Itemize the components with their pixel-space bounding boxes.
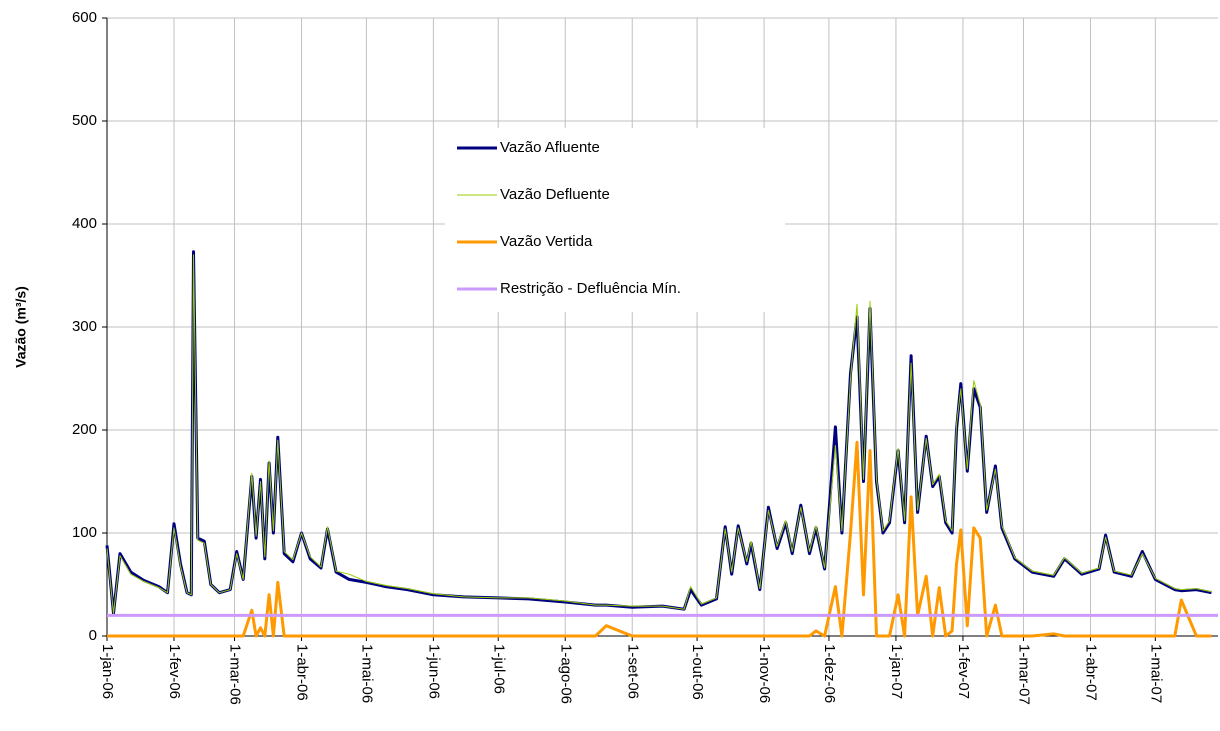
legend-label: Vazão Afluente [500,139,600,156]
y-tick-label: 600 [72,9,97,26]
series-line [106,254,1212,614]
x-tick-label: 1-jul-06 [490,644,507,694]
legend-label: Vazão Defluente [500,186,610,203]
x-tick-label: 1-mar-06 [227,644,244,705]
y-tick-label: 300 [72,318,97,335]
x-tick-label: 1-fev-06 [166,644,183,699]
x-tick-label: 1-jan-07 [888,644,905,699]
y-tick-label: 200 [72,421,97,438]
legend-label: Vazão Vertida [500,233,593,250]
y-axis-label: Vazão (m³/s) [13,286,29,368]
x-tick-label: 1-ago-06 [557,644,574,704]
x-tick-label: 1-dez-06 [821,644,838,703]
x-tick-label: 1-fev-07 [955,644,972,699]
y-tick-label: 0 [89,627,97,644]
series-line [107,440,1212,638]
y-tick-label: 500 [72,112,97,129]
x-tick-label: 1-mai-06 [358,644,375,703]
x-tick-label: 1-jun-06 [425,644,442,699]
x-tick-label: 1-mai-07 [1147,644,1164,703]
legend: Vazão Afluente Vazão Defluente Vazão Verti… [445,128,785,312]
x-tick-label: 1-abr-06 [294,644,311,701]
x-tick-label: 1-mar-07 [1015,644,1032,705]
y-tick-label: 100 [72,524,97,541]
y-tick-label: 400 [72,215,97,232]
x-tick-label: 1-set-06 [624,644,641,699]
legend-label: Restrição - Defluência Mín. [500,280,681,297]
legend-box [445,128,785,312]
x-tick-label: 1-abr-07 [1083,644,1100,701]
x-tick-label: 1-out-06 [689,644,706,700]
x-tick-label: 1-nov-06 [756,644,773,703]
x-tick-label: 1-jan-06 [99,644,116,699]
